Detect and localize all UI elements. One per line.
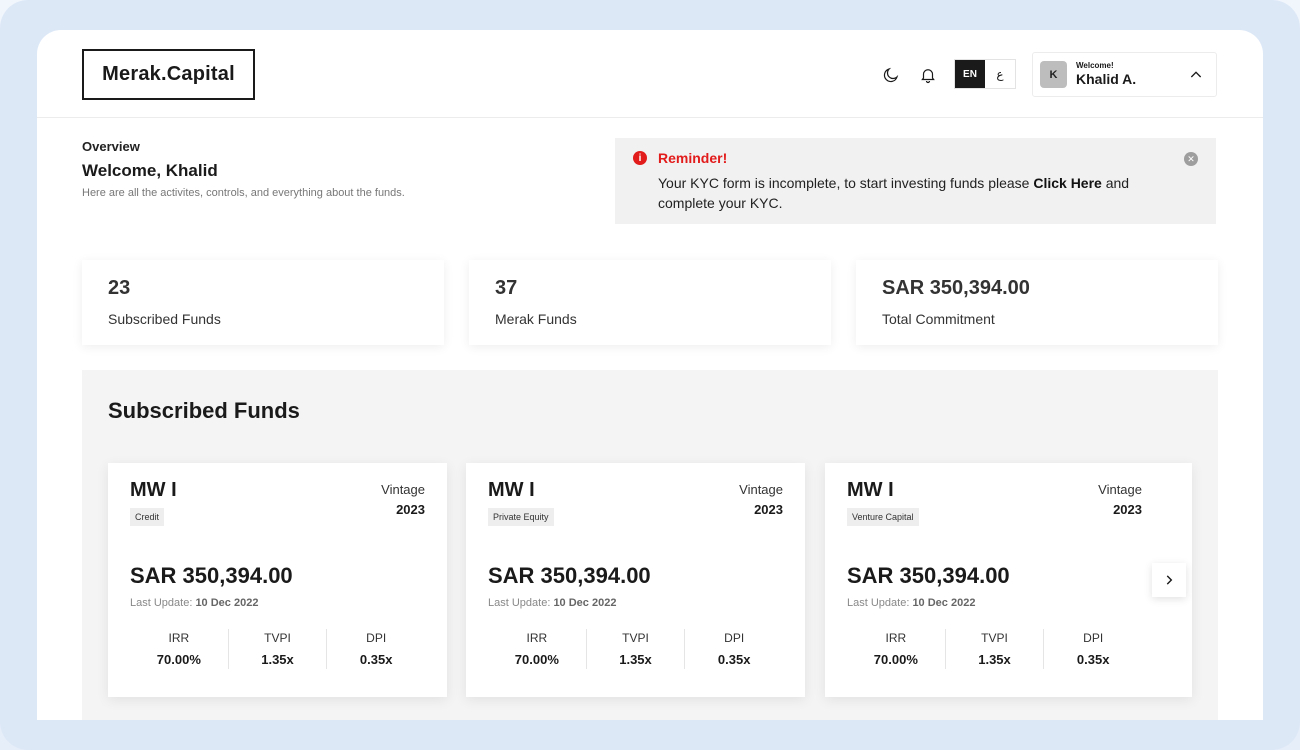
metric-value: 70.00% [514,652,559,667]
overview-label: Overview [82,139,140,154]
fund-type-tag: Credit [130,508,165,526]
metric-irr: IRR 70.00% [488,629,587,669]
stat-card-merak-funds: 37 Merak Funds [469,260,831,345]
fund-metrics: IRR 70.00% TVPI 1.35x DPI 0.35x [130,629,425,669]
fund-name: MW I [130,479,177,501]
stat-label: Merak Funds [495,311,577,327]
metric-value: 1.35x [619,652,652,667]
metric-tvpi: TVPI 1.35x [946,629,1045,669]
fund-metrics: IRR 70.00% TVPI 1.35x DPI 0.35x [488,629,783,669]
last-update-date: 10 Dec 2022 [195,597,259,609]
last-update-label: Last Update: [488,597,554,609]
carousel-next-button[interactable] [1152,563,1186,597]
fund-type-tag: Private Equity [488,508,554,526]
top-header: Merak.Capital EN ع K Welcome! [37,30,1263,118]
fund-amount: SAR 350,394.00 [488,563,651,588]
logo[interactable]: Merak.Capital [82,49,255,100]
fund-name: MW I [488,479,535,501]
user-info: Welcome! Khalid A. [1076,61,1136,88]
fund-card[interactable]: MW I Venture Capital Vintage 2023 SAR 35… [825,463,1192,697]
stat-card-subscribed: 23 Subscribed Funds [82,260,444,345]
metric-value: 0.35x [717,652,751,667]
language-switcher: EN ع [954,59,1016,89]
kyc-reminder: i Reminder! Your KYC form is incomplete,… [615,138,1216,224]
last-update: Last Update: 10 Dec 2022 [130,597,258,609]
moon-icon[interactable] [880,64,902,86]
last-update-label: Last Update: [847,597,913,609]
fund-type-tag: Venture Capital [847,508,919,526]
page-subtitle: Here are all the activites, controls, an… [82,187,405,199]
metric-label: IRR [168,631,190,645]
metric-label: IRR [885,631,907,645]
reminder-text: Your KYC form is incomplete, to start in… [658,173,1178,213]
stat-value: 37 [495,277,518,299]
metric-label: TVPI [264,631,291,645]
metric-label: DPI [724,631,745,645]
stat-label: Subscribed Funds [108,311,221,327]
vintage-year: 2023 [396,502,425,517]
stat-label: Total Commitment [882,311,995,327]
user-greeting: Welcome! [1076,61,1114,70]
fund-card[interactable]: MW I Private Equity Vintage 2023 SAR 350… [466,463,805,697]
fund-amount: SAR 350,394.00 [130,563,293,588]
metric-value: 1.35x [261,652,294,667]
metric-dpi: DPI 0.35x [685,629,783,669]
close-icon[interactable]: ✕ [1184,152,1198,166]
metric-label: TVPI [622,631,649,645]
reminder-title: Reminder! [658,150,728,166]
fund-metrics: IRR 70.00% TVPI 1.35x DPI 0.35x [847,629,1142,669]
last-update: Last Update: 10 Dec 2022 [488,597,616,609]
stat-card-total-commitment: SAR 350,394.00 Total Commitment [856,260,1218,345]
vintage-year: 2023 [1113,502,1142,517]
lang-ar-button[interactable]: ع [985,60,1015,88]
dashboard-page: Merak.Capital EN ع K Welcome! [37,30,1263,720]
metric-tvpi: TVPI 1.35x [587,629,686,669]
vintage-label: Vintage [1098,482,1142,497]
info-icon: i [633,151,647,165]
user-name: Khalid A. [1076,71,1137,87]
metric-value: 1.35x [978,652,1011,667]
stat-value: SAR 350,394.00 [882,277,1030,299]
metric-value: 70.00% [873,652,918,667]
reminder-text-before: Your KYC form is incomplete, to start in… [658,175,1034,191]
metric-irr: IRR 70.00% [130,629,229,669]
avatar: K [1040,61,1067,88]
chevron-up-icon[interactable] [1188,67,1204,83]
section-title: Subscribed Funds [108,398,300,423]
fund-amount: SAR 350,394.00 [847,563,1010,588]
page-title: Welcome, Khalid [82,161,218,180]
metric-value: 0.35x [359,652,393,667]
last-update-label: Last Update: [130,597,196,609]
last-update-date: 10 Dec 2022 [553,597,617,609]
user-menu[interactable]: K Welcome! Khalid A. [1032,52,1217,97]
metric-label: IRR [526,631,548,645]
vintage-label: Vintage [381,482,425,497]
metric-label: DPI [1083,631,1104,645]
lang-en-button[interactable]: EN [955,60,985,88]
metric-value: 0.35x [1076,652,1110,667]
kyc-click-here-link[interactable]: Click Here [1033,175,1102,191]
fund-name: MW I [847,479,894,501]
metric-label: TVPI [981,631,1008,645]
fund-card[interactable]: MW I Credit Vintage 2023 SAR 350,394.00 … [108,463,447,697]
metric-dpi: DPI 0.35x [327,629,425,669]
metric-irr: IRR 70.00% [847,629,946,669]
metric-label: DPI [366,631,387,645]
reminder-text-after: and complete your KYC. [658,175,1130,211]
last-update: Last Update: 10 Dec 2022 [847,597,975,609]
chevron-right-icon [1166,575,1173,585]
subscribed-funds-panel: Subscribed Funds MW I Credit Vintage 202… [82,370,1218,720]
metric-value: 70.00% [156,652,201,667]
vintage-year: 2023 [754,502,783,517]
bell-icon[interactable] [917,64,939,86]
metric-dpi: DPI 0.35x [1044,629,1142,669]
vintage-label: Vintage [739,482,783,497]
last-update-date: 10 Dec 2022 [912,597,976,609]
stat-value: 23 [108,277,131,299]
metric-tvpi: TVPI 1.35x [229,629,328,669]
